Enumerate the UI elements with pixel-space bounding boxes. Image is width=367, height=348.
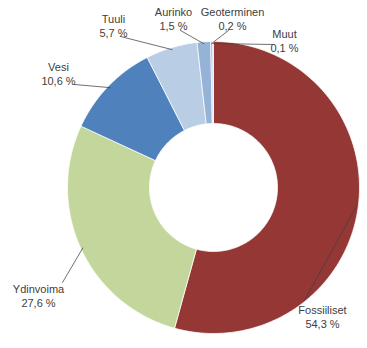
svg-text:Aurinko1,5 %: Aurinko1,5 % — [155, 6, 192, 32]
svg-text:Vesi10,6 %: Vesi10,6 % — [41, 61, 75, 87]
svg-text:Geoterminen0,2 %: Geoterminen0,2 % — [201, 6, 265, 32]
svg-text:Ydinvoima27,6 %: Ydinvoima27,6 % — [13, 283, 65, 309]
svg-text:Fossiiliset54,3 %: Fossiiliset54,3 % — [298, 304, 346, 330]
svg-text:Muut0,1 %: Muut0,1 % — [270, 28, 298, 54]
svg-text:Tuuli5,7 %: Tuuli5,7 % — [99, 13, 127, 39]
